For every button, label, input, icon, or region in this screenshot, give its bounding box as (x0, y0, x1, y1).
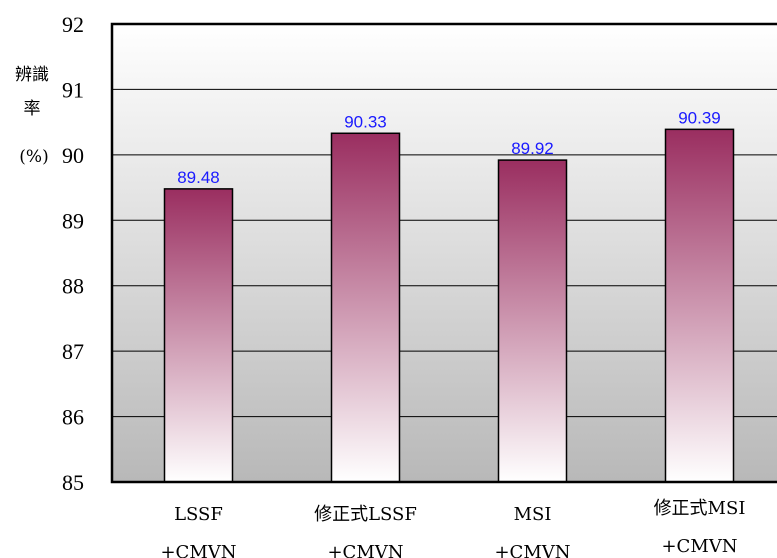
data-label: 89.48 (177, 168, 220, 187)
x-axis-categories: LSSF +CMVN 修正式LSSF +CMVN MSI +CMVN 修正式MSI +CMVN (160, 498, 745, 558)
data-labels: 89.48 90.33 89.92 90.39 (177, 108, 721, 187)
y-tick-label: 90 (62, 143, 84, 168)
x-category-label: +CMVN (327, 542, 403, 558)
y-tick-label: 92 (62, 12, 84, 37)
y-axis-label-line: 辨識 (15, 65, 49, 85)
y-axis-label-line: (%) (19, 147, 48, 167)
y-tick-label: 91 (62, 77, 84, 102)
x-category-label: 修正式LSSF (314, 504, 417, 525)
x-category-label: +CMVN (661, 536, 737, 557)
y-tick-label: 87 (62, 339, 84, 364)
bar (330, 132, 401, 483)
x-category-label: MSI (514, 504, 552, 525)
y-tick-label: 86 (62, 405, 84, 430)
y-axis-label-line: 率 (24, 99, 41, 119)
y-tick-label: 85 (62, 470, 84, 495)
bar (163, 188, 234, 483)
y-tick-label: 89 (62, 208, 84, 233)
y-axis-label: 辨識率 (%) (15, 65, 49, 167)
data-label: 89.92 (511, 139, 554, 158)
y-tick-label: 88 (62, 274, 84, 299)
data-label: 90.39 (678, 108, 721, 127)
bar (664, 128, 735, 483)
plot-frame (110, 22, 777, 484)
x-category-label: LSSF (174, 504, 223, 525)
y-axis-ticks: 85 86 87 88 89 90 91 92 (62, 12, 84, 495)
x-category-label: +CMVN (160, 542, 236, 558)
x-category-label: 修正式MSI (654, 498, 746, 519)
bar (497, 159, 568, 483)
bars (163, 128, 735, 483)
x-category-label: +CMVN (494, 542, 570, 558)
data-label: 90.33 (344, 112, 387, 131)
